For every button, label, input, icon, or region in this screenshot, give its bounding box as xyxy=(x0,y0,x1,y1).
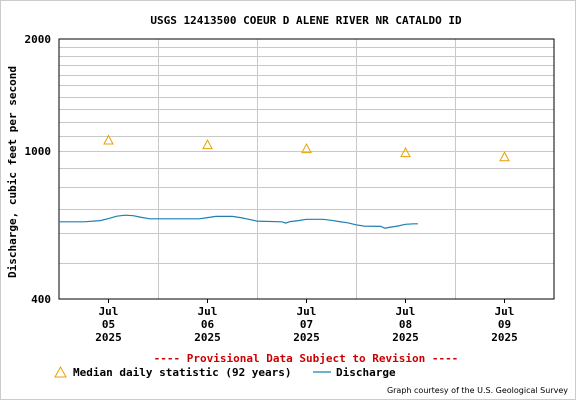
x-tick-label: 2025 xyxy=(95,331,122,344)
y-tick-label: 1000 xyxy=(25,145,52,158)
plot-area-border xyxy=(58,38,555,300)
x-tick-label: 08 xyxy=(399,318,412,331)
x-tick-label: 05 xyxy=(102,318,115,331)
y-axis-label: Discharge, cubic feet per second xyxy=(6,66,19,278)
x-tick-label: Jul xyxy=(99,305,119,318)
x-tick-label: 2025 xyxy=(392,331,419,344)
median-triangle-marker xyxy=(103,134,114,145)
x-axis-ticks: Jul052025Jul062025Jul072025Jul082025Jul0… xyxy=(95,299,518,344)
y-tick-label: 400 xyxy=(31,293,51,306)
median-triangle-marker xyxy=(400,147,411,158)
median-triangle-marker xyxy=(202,139,213,150)
median-triangle-marker xyxy=(499,151,510,162)
y-tick-label: 2000 xyxy=(25,33,52,46)
x-tick-label: Jul xyxy=(495,305,515,318)
provisional-notice: ---- Provisional Data Subject to Revisio… xyxy=(154,352,459,365)
x-tick-label: Jul xyxy=(198,305,218,318)
legend-triangle-icon xyxy=(54,365,67,378)
x-tick-label: 06 xyxy=(201,318,215,331)
y-axis-ticks: 400 1000 2000 xyxy=(25,33,52,306)
chart-title: USGS 12413500 COEUR D ALENE RIVER NR CAT… xyxy=(150,14,462,27)
median-triangle-marker xyxy=(301,143,312,154)
x-tick-label: 09 xyxy=(498,318,511,331)
legend-median-label: Median daily statistic (92 years) xyxy=(73,366,292,379)
credit-line: Graph courtesy of the U.S. Geological Su… xyxy=(387,386,568,395)
grid xyxy=(59,39,554,299)
legend-discharge-label: Discharge xyxy=(336,366,396,379)
x-tick-label: 2025 xyxy=(194,331,221,344)
x-tick-label: Jul xyxy=(297,305,317,318)
legend: Median daily statistic (92 years) Discha… xyxy=(54,365,396,379)
x-tick-label: 2025 xyxy=(293,331,320,344)
discharge-line xyxy=(59,214,418,229)
x-tick-label: 2025 xyxy=(491,331,518,344)
series xyxy=(59,134,510,229)
x-tick-label: Jul xyxy=(396,305,416,318)
x-tick-label: 07 xyxy=(300,318,313,331)
